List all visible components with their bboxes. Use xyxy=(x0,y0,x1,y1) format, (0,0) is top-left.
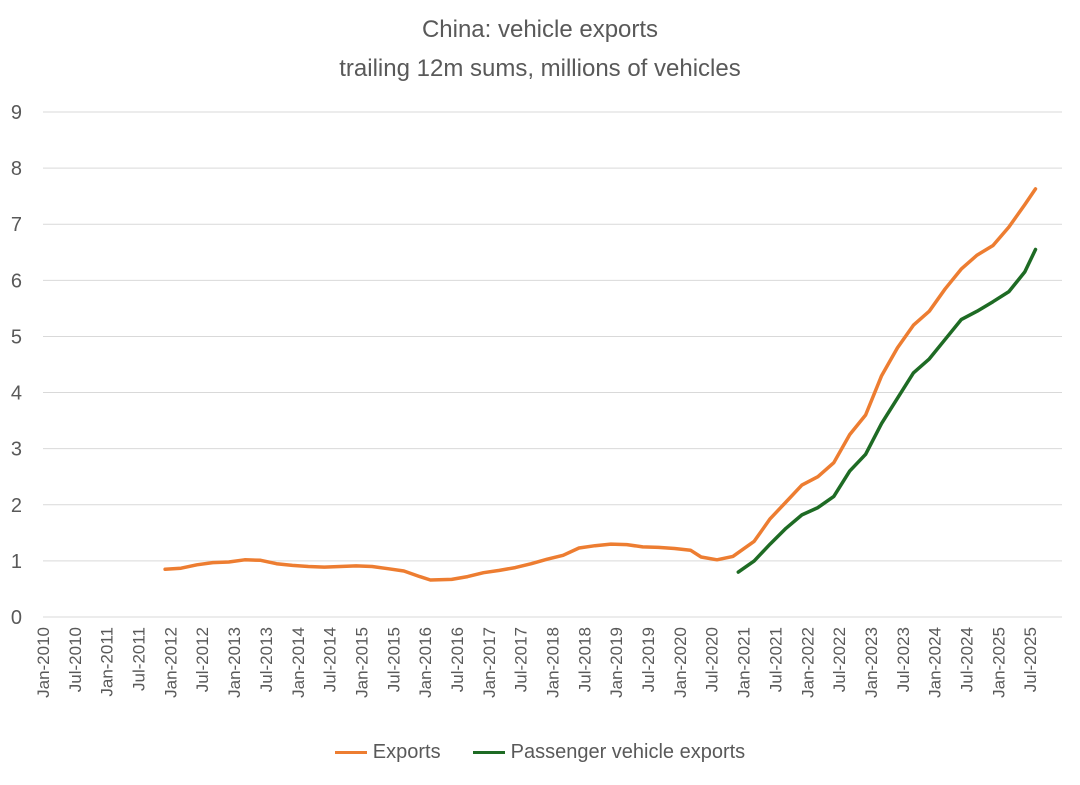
legend-swatch-exports xyxy=(334,751,367,754)
x-tick-label: Jan-2024 xyxy=(926,627,945,698)
x-tick-label: Jul-2014 xyxy=(321,627,340,692)
x-tick-label: Jul-2024 xyxy=(957,627,976,692)
x-tick-label: Jan-2020 xyxy=(671,627,690,698)
y-tick-label: 5 xyxy=(11,326,22,348)
x-tick-label: Jan-2010 xyxy=(34,627,53,698)
y-tick-label: 4 xyxy=(11,383,22,405)
x-tick-label: Jan-2022 xyxy=(798,627,817,698)
x-tick-label: Jan-2011 xyxy=(98,627,117,697)
y-tick-label: 6 xyxy=(11,270,22,292)
x-tick-label: Jan-2012 xyxy=(161,627,180,698)
legend-item-passenger: Passenger vehicle exports xyxy=(472,741,746,764)
x-tick-label: Jul-2010 xyxy=(66,627,85,692)
x-tick-label: Jul-2023 xyxy=(894,627,913,692)
y-tick-label: 1 xyxy=(11,551,22,573)
y-tick-label: 0 xyxy=(11,607,22,629)
y-tick-label: 8 xyxy=(11,158,22,180)
x-tick-label: Jul-2025 xyxy=(1021,627,1040,692)
x-tick-label: Jan-2013 xyxy=(225,627,244,698)
series-line-exports xyxy=(163,187,1038,582)
x-tick-label: Jan-2021 xyxy=(735,627,754,698)
x-tick-label: Jul-2015 xyxy=(384,627,403,692)
x-tick-label: Jul-2013 xyxy=(257,627,276,692)
x-tick-label: Jul-2022 xyxy=(830,627,849,692)
legend-item-exports: Exports xyxy=(334,741,441,764)
legend-label-exports: Exports xyxy=(372,741,441,763)
chart-legend: Exports Passenger vehicle exports xyxy=(0,741,1080,764)
y-tick-label: 9 xyxy=(11,102,22,124)
legend-swatch-passenger xyxy=(472,751,505,754)
x-tick-label: Jul-2017 xyxy=(512,627,531,692)
x-tick-label: Jan-2014 xyxy=(289,627,308,698)
chart-title: China: vehicle exports xyxy=(421,16,659,43)
x-tick-label: Jan-2023 xyxy=(862,627,881,698)
x-tick-label: Jul-2021 xyxy=(766,627,785,692)
x-tick-label: Jul-2012 xyxy=(193,627,212,692)
x-tick-label: Jul-2011 xyxy=(130,627,149,691)
x-tick-label: Jul-2020 xyxy=(703,627,722,692)
x-tick-label: Jan-2015 xyxy=(352,627,371,698)
y-tick-label: 7 xyxy=(11,214,22,236)
series-line-passenger-vehicle-exports xyxy=(736,247,1038,574)
legend-label-passenger: Passenger vehicle exports xyxy=(510,741,746,763)
y-tick-label: 3 xyxy=(11,439,22,461)
x-tick-label: Jul-2018 xyxy=(575,627,594,692)
x-tick-label: Jan-2019 xyxy=(607,627,626,698)
x-tick-label: Jan-2017 xyxy=(480,627,499,698)
x-tick-label: Jan-2018 xyxy=(544,627,563,698)
x-tick-label: Jan-2025 xyxy=(989,627,1008,698)
chart-subtitle: trailing 12m sums, millions of vehicles xyxy=(339,55,741,82)
x-tick-label: Jul-2019 xyxy=(639,627,658,692)
y-tick-label: 2 xyxy=(11,495,22,517)
x-tick-label: Jul-2016 xyxy=(448,627,467,692)
x-tick-label: Jan-2016 xyxy=(416,627,435,698)
